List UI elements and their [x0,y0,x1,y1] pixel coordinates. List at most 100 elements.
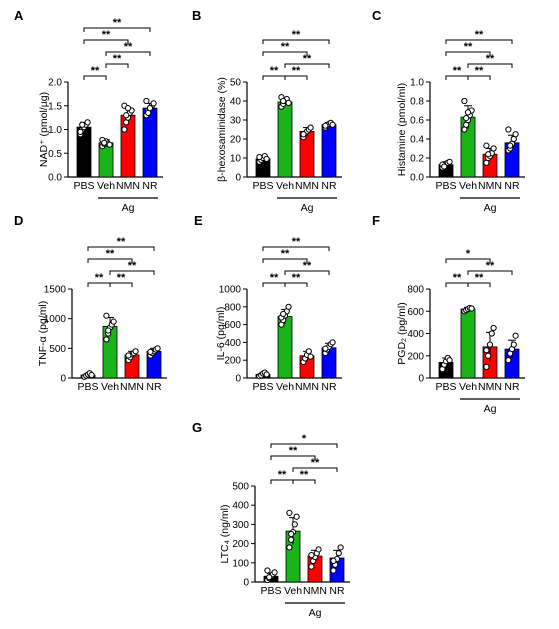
data-point [300,131,307,138]
data-point [285,99,292,107]
y-axis-label: β-hexosaminidase (%) [216,77,228,182]
data-point [330,567,337,574]
y-tick-label: 600 [407,307,424,318]
significance-label: ** [106,248,115,260]
data-point [441,163,448,170]
significance-label: ** [292,29,301,41]
y-tick-label: 1000 [44,314,67,325]
significance-label: ** [486,53,495,65]
data-point [79,121,86,128]
x-tick-label: NR [321,381,337,393]
y-tick-label: 1.0 [410,78,424,89]
data-point [123,112,130,119]
x-tick-label: Veh [276,180,294,192]
x-tick-label: NR [504,180,520,192]
data-point [485,151,492,158]
significance-bracket [262,246,330,251]
data-point [110,318,117,325]
panel-g: G 0 100 200 300 400 500 LTC₄ (ng/ml) PBS Veh NMN NR… [192,420,350,619]
bar-veh [460,308,476,379]
panel-letter: G [192,420,202,435]
data-point [322,122,329,129]
panel-e: E 0 200 400 600 800 1000 IL-6 (pg/ml) PBS Veh NMN N… [194,213,342,393]
data-point [88,371,95,379]
data-point [486,341,494,348]
y-tick-label: 400 [224,338,241,349]
data-point [307,353,314,360]
y-tick-label: 200 [224,356,241,367]
y-tick-label: 50 [230,78,242,89]
data-point [125,352,132,359]
data-point [490,145,497,152]
group-label: Ag [301,202,314,214]
significance-bracket [292,467,338,472]
panel-letter: B [192,8,201,23]
significance-label: ** [453,65,462,77]
y-tick-label: 0.4 [410,135,424,146]
data-point [147,348,154,355]
x-tick-label: Veh [276,381,294,393]
data-point [263,371,270,378]
y-tick-label: 20 [230,135,242,146]
significance-label: ** [117,272,126,284]
y-tick-label: 0 [418,374,424,385]
data-point [330,557,337,564]
y-axis-label: PGD₂ (pg/ml) [396,302,408,364]
panel-f: F 0 200 400 600 800 PGD₂ (pg/ml) PBS Veh NMN NR Ag *… [372,213,525,415]
significance-label: ** [453,272,462,284]
x-tick-label: NMN [295,180,319,192]
data-point [280,310,287,318]
y-tick-label: 0 [60,374,66,385]
y-axis-label: IL-6 (pg/ml) [215,307,227,361]
significance-label: ** [292,272,301,284]
data-point [286,509,293,516]
y-tick-label: 500 [49,344,66,355]
significance-bracket [445,258,491,263]
data-point [143,97,150,105]
significance-bracket [284,75,308,80]
significance-label: ** [270,65,279,77]
data-point [307,124,314,131]
significance-label: ** [124,41,133,53]
data-point [288,536,295,543]
significance-bracket [262,39,330,44]
y-tick-label: 400 [232,501,249,512]
y-tick-label: 1.0 [48,125,62,136]
data-point [461,97,468,105]
data-point [124,105,132,112]
data-point [483,347,490,354]
data-point [308,552,315,559]
data-point [288,530,295,538]
data-point [468,305,475,312]
data-point [154,345,161,352]
data-point [150,100,157,107]
y-axis-label: Histamine (pmol/ml) [396,83,408,176]
significance-label: ** [303,53,312,65]
data-point [291,521,298,528]
significance-label: ** [113,53,122,65]
y-tick-label: 0.6 [410,116,424,127]
y-tick-label: 0 [235,374,241,385]
significance-label: ** [475,29,484,41]
data-point [286,544,293,551]
significance-bracket [467,63,513,68]
y-tick-label: 0.8 [410,97,424,108]
data-point [77,128,84,135]
data-point [335,550,342,557]
x-tick-label: NR [321,180,337,192]
significance-bracket [467,282,491,287]
y-axis-label: TNF-α (pg/ml) [37,301,49,367]
significance-bracket [109,270,155,275]
data-point [101,139,108,146]
data-point [322,345,329,352]
significance-bracket [105,51,151,56]
significance-bracket [284,63,330,68]
significance-bracket [270,455,316,460]
x-tick-label: Veh [459,180,477,192]
y-tick-label: 0.5 [48,149,62,160]
significance-label: ** [303,260,312,272]
significance-label: ** [113,17,122,29]
